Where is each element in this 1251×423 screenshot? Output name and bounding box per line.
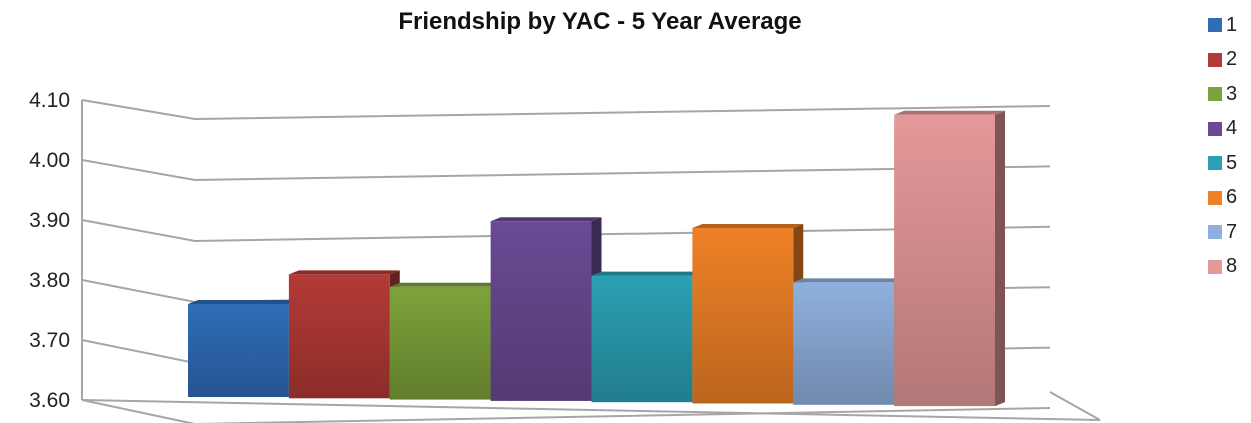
legend-label: 5 <box>1226 151 1238 174</box>
y-tick-label: 3.70 <box>29 329 70 352</box>
chart-title: Friendship by YAC - 5 Year Average <box>398 8 802 35</box>
y-tick-label: 3.60 <box>29 389 70 412</box>
legend-item: 1 <box>1208 8 1237 43</box>
bar-top <box>188 300 299 304</box>
legend-label: 4 <box>1226 117 1238 140</box>
bar-6 <box>692 228 794 404</box>
bar-4 <box>490 221 592 401</box>
y-tick-label: 3.80 <box>29 269 70 292</box>
legend-swatch <box>1208 121 1222 136</box>
legend-item: 7 <box>1208 215 1237 250</box>
legend-swatch <box>1208 52 1222 67</box>
y-tick-label: 4.00 <box>29 149 70 172</box>
legend-item: 5 <box>1208 146 1237 181</box>
bar-7 <box>793 282 895 405</box>
legend-swatch <box>1208 259 1222 274</box>
bar-5 <box>591 275 693 403</box>
bar-side <box>995 110 1005 407</box>
floor-edge <box>81 399 1101 421</box>
bar-top <box>894 110 1005 115</box>
legend-swatch <box>1208 190 1222 205</box>
legend-item: 4 <box>1208 112 1237 147</box>
legend-item: 6 <box>1208 181 1237 216</box>
bars <box>188 110 1005 407</box>
legend-label: 6 <box>1226 186 1238 209</box>
legend-label: 3 <box>1226 82 1238 105</box>
legend-swatch <box>1208 225 1222 240</box>
bar-8 <box>894 114 995 407</box>
y-axis-ticks: 3.60 3.70 3.80 3.90 4.00 4.10 <box>29 89 70 412</box>
bar-1 <box>188 304 289 397</box>
bar-top <box>692 224 804 228</box>
legend-swatch <box>1208 87 1222 102</box>
legend-label: 1 <box>1226 13 1238 36</box>
bar-top <box>591 271 703 276</box>
bar-top <box>490 217 602 222</box>
grid-line <box>81 159 1051 182</box>
legend-item: 2 <box>1208 43 1237 78</box>
y-tick-label: 3.90 <box>29 209 70 232</box>
y-tick-label: 4.10 <box>29 89 70 112</box>
bar-top <box>793 278 905 283</box>
legend: 1 2 3 4 5 6 7 8 <box>1208 8 1237 284</box>
grid-line <box>81 99 1051 121</box>
bar-3 <box>389 286 491 400</box>
legend-swatch <box>1208 156 1222 171</box>
legend-label: 7 <box>1226 220 1238 243</box>
bar-top <box>389 282 501 287</box>
bar-top <box>288 270 400 275</box>
legend-label: 8 <box>1226 255 1238 278</box>
bar-2 <box>288 274 390 399</box>
legend-item: 8 <box>1208 250 1237 285</box>
legend-swatch <box>1208 18 1222 33</box>
floor-right-edge <box>1049 391 1101 421</box>
legend-label: 2 <box>1226 48 1238 71</box>
legend-item: 3 <box>1208 77 1237 112</box>
